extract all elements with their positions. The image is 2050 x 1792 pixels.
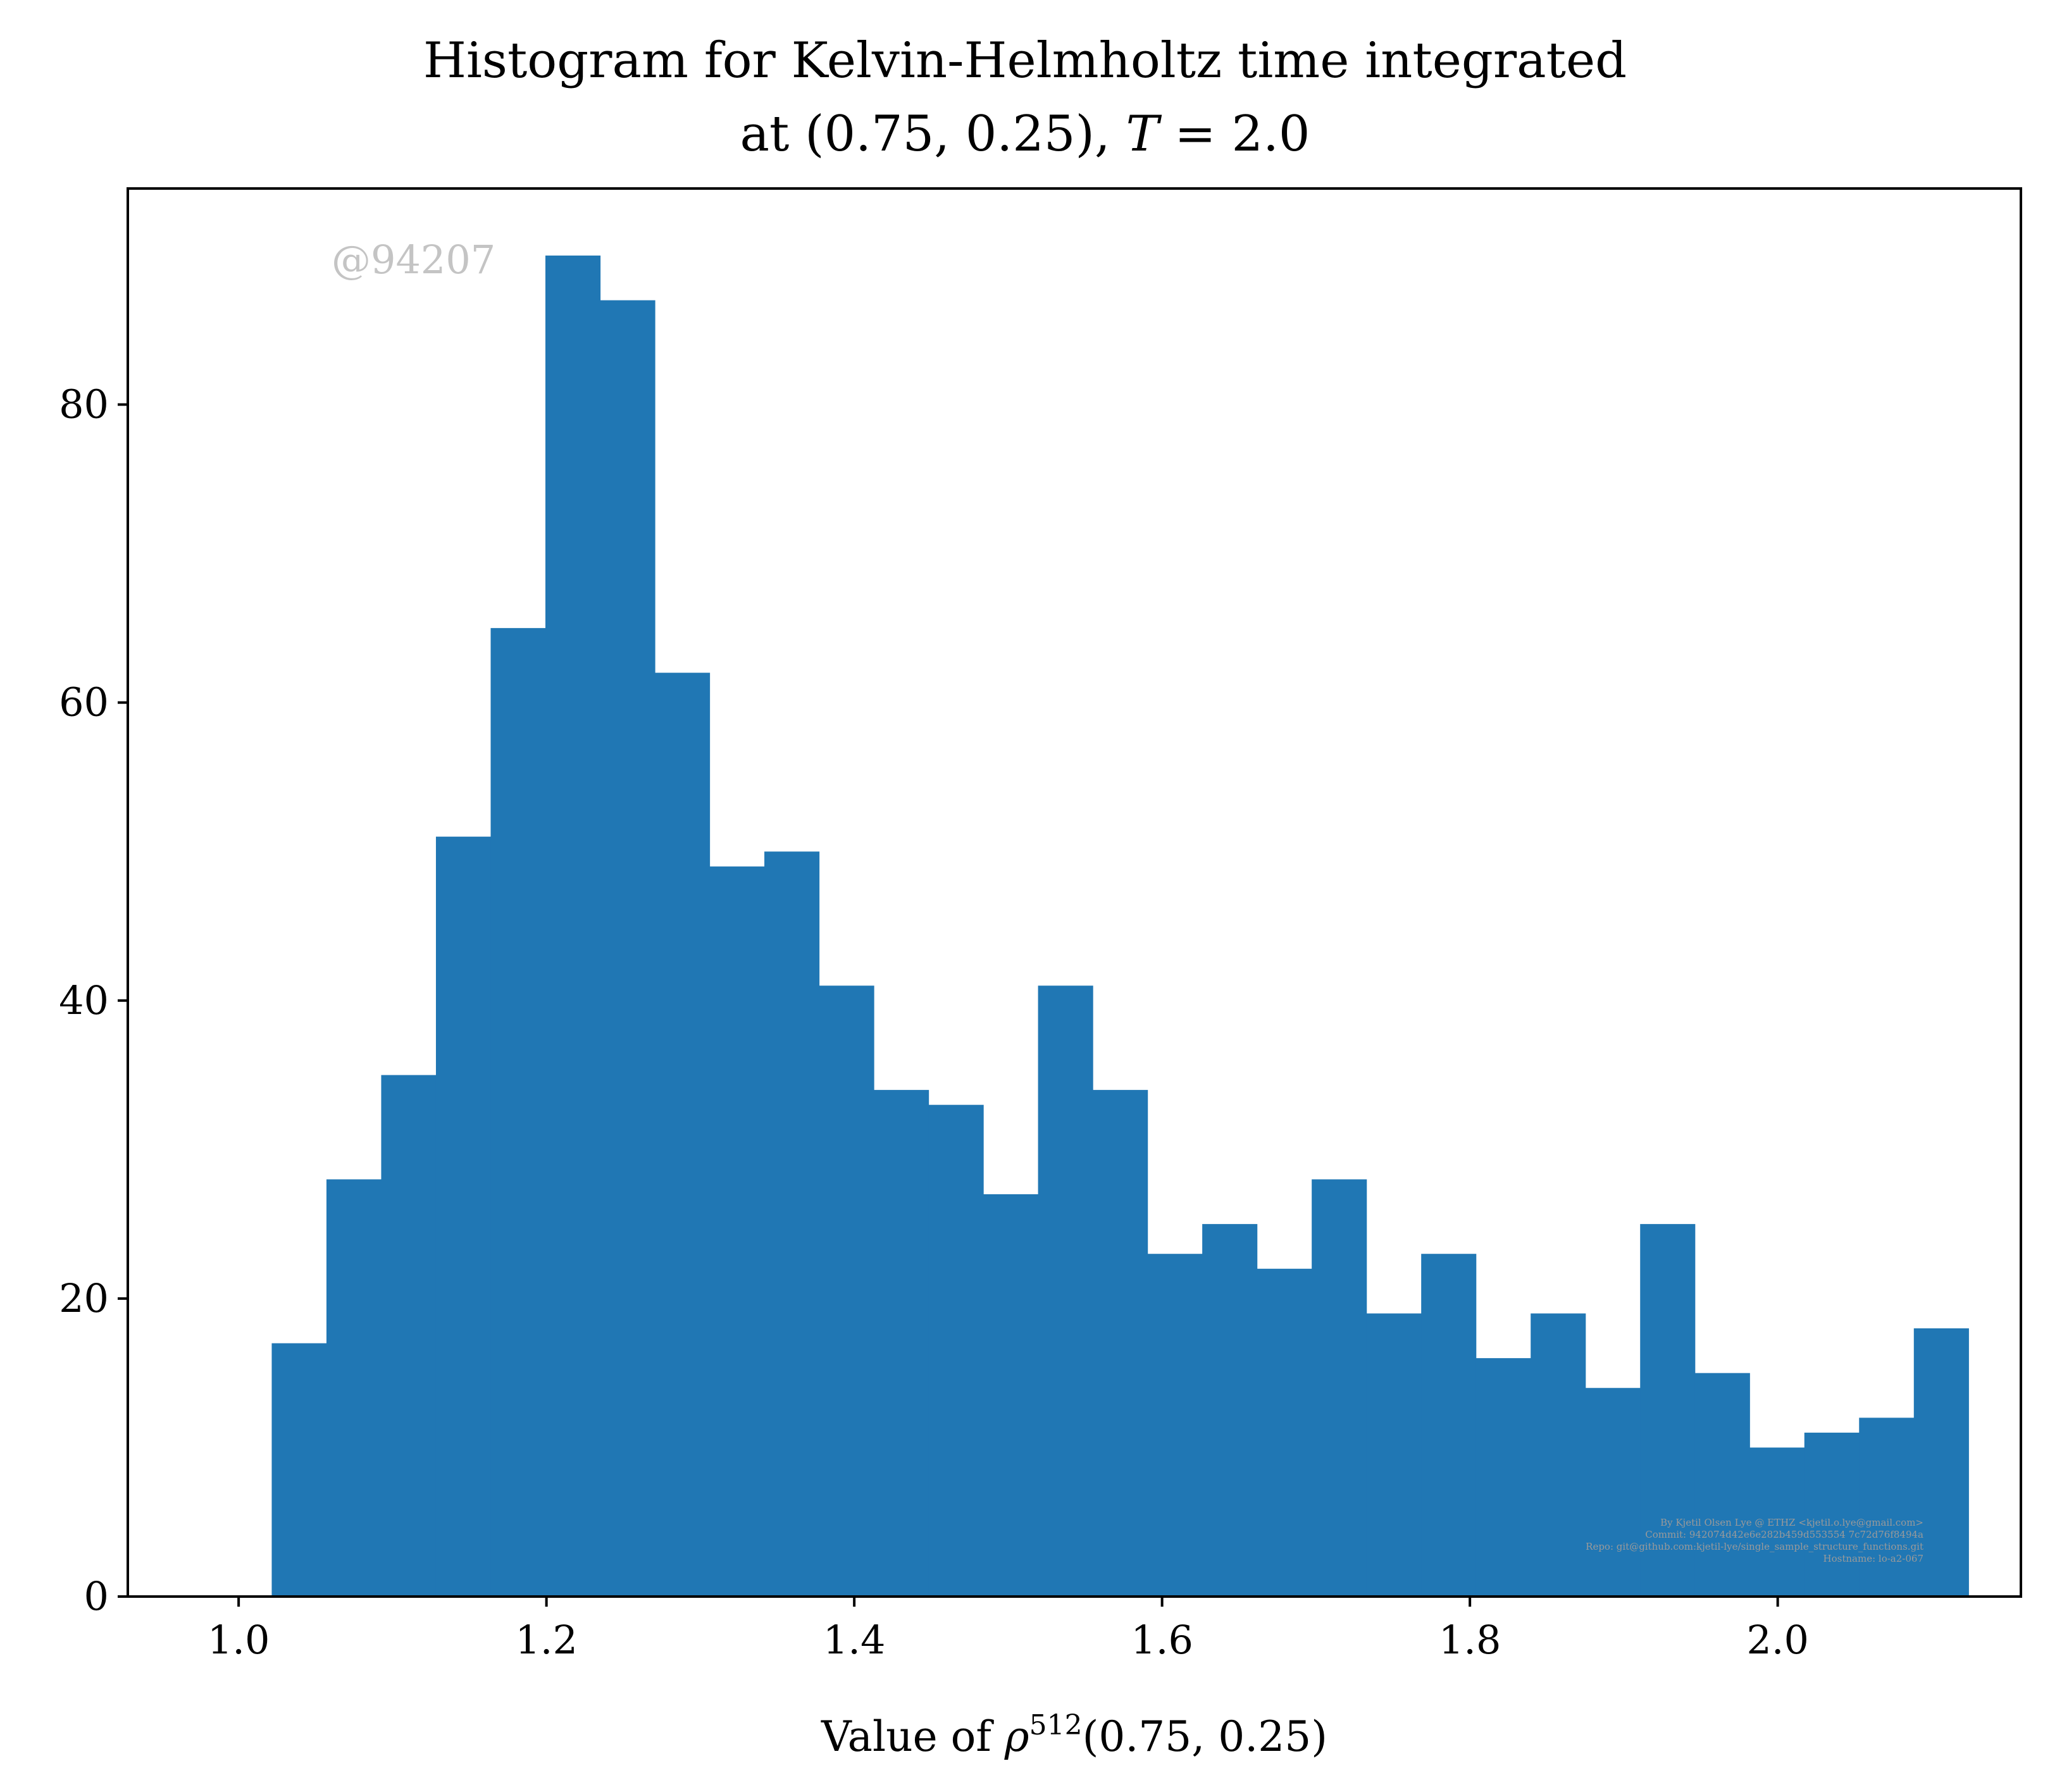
x-tick-label: 1.0 (208, 1617, 270, 1663)
histogram-bar (1202, 1224, 1258, 1597)
histogram-bar (764, 851, 820, 1597)
histogram-bar (1694, 1373, 1750, 1597)
histogram-bar (545, 256, 601, 1597)
histogram-bar (709, 866, 765, 1597)
x-tick-label: 1.6 (1131, 1617, 1193, 1663)
y-tick-label: 0 (84, 1573, 109, 1619)
credit-line: Hostname: lo-a2-067 (1823, 1553, 1923, 1564)
y-tick-label: 60 (59, 679, 109, 726)
histogram-bar (1913, 1328, 1969, 1597)
histogram-bar (983, 1194, 1039, 1597)
histogram-bar (1093, 1090, 1148, 1597)
histogram-bar (928, 1104, 984, 1597)
y-axis-ticks: 0 20 40 60 80 (59, 381, 128, 1619)
histogram-bar (1257, 1268, 1312, 1597)
watermark-label: @94207 (332, 237, 495, 283)
x-axis-label: Value of ρ512(0.75, 0.25) (821, 1709, 1327, 1761)
histogram-bars (271, 256, 1969, 1597)
x-tick-label: 1.2 (515, 1617, 578, 1663)
histogram-bar (874, 1090, 929, 1597)
histogram-bar (1312, 1179, 1367, 1597)
histogram-bar (326, 1179, 382, 1597)
x-tick-label: 2.0 (1746, 1617, 1809, 1663)
histogram-bar (1147, 1254, 1203, 1597)
histogram-bar (1859, 1418, 1915, 1597)
histogram-bar (1038, 986, 1093, 1597)
chart-title-line2: at (0.75, 0.25), T = 2.0 (740, 106, 1310, 163)
histogram-bar (1421, 1254, 1477, 1597)
x-tick-label: 1.4 (823, 1617, 886, 1663)
credit-line: Repo: git@github.com:kjetil-lye/single_s… (1586, 1541, 1923, 1552)
histogram-bar (435, 836, 492, 1597)
credit-line: By Kjetil Olsen Lye @ ETHZ <kjetil.o.lye… (1660, 1517, 1923, 1528)
histogram-bar (600, 300, 655, 1597)
x-axis-ticks: 1.0 1.2 1.4 1.6 1.8 2.0 (208, 1597, 1809, 1663)
histogram-bar (1749, 1447, 1805, 1597)
chart-title-line1: Histogram for Kelvin-Helmholtz time inte… (423, 32, 1627, 89)
x-tick-label: 1.8 (1439, 1617, 1501, 1663)
histogram-bar (1531, 1313, 1586, 1597)
histogram-bar (655, 672, 711, 1597)
histogram-bar (1475, 1358, 1531, 1597)
y-tick-label: 40 (59, 977, 109, 1023)
credits-block: By Kjetil Olsen Lye @ ETHZ <kjetil.o.lye… (1586, 1517, 1923, 1564)
histogram-bar (1804, 1432, 1860, 1597)
histogram-bar (490, 627, 546, 1597)
y-tick-label: 80 (59, 381, 109, 428)
credit-line: Commit: 942074d42e6e282b459d553554 7c72d… (1645, 1529, 1923, 1540)
y-tick-label: 20 (59, 1275, 109, 1321)
histogram-bar (1585, 1388, 1641, 1597)
histogram-bar (1366, 1313, 1422, 1597)
histogram-bar (271, 1343, 327, 1597)
histogram-bar (381, 1075, 437, 1597)
plot-frame (127, 187, 2022, 1598)
histogram-bar (819, 986, 874, 1597)
histogram-bar (1640, 1224, 1696, 1597)
